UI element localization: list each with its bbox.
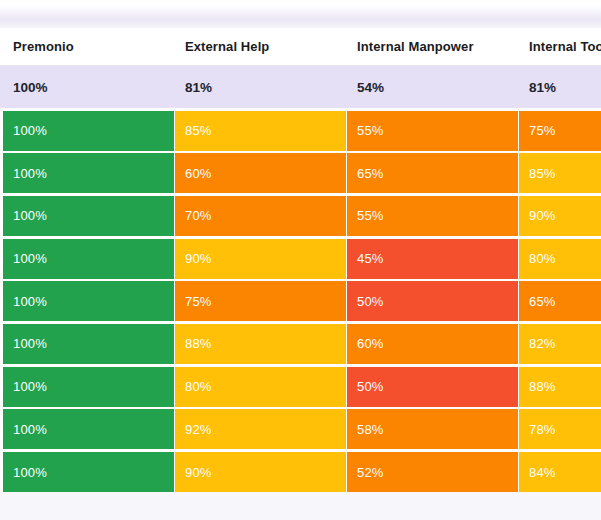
summary-row: 100%81%54%81% <box>0 66 601 108</box>
heatmap-cell: 55% <box>347 111 518 151</box>
heatmap-row-3: 100%70%55%90% <box>3 196 601 236</box>
heatmap-cell: 100% <box>3 409 174 449</box>
heatmap-cell: 90% <box>519 196 601 236</box>
summary-value-internal-tools: 81% <box>519 80 601 95</box>
heatmap-row-4: 100%90%45%80% <box>3 239 601 279</box>
column-header-internal-manpower: Internal Manpower <box>347 39 519 54</box>
heatmap-cell: 55% <box>347 196 518 236</box>
heatmap-cell: 100% <box>3 239 174 279</box>
heatmap-cell: 85% <box>175 111 346 151</box>
heatmap-cell: 52% <box>347 452 518 492</box>
heatmap-cell: 75% <box>175 281 346 321</box>
heatmap-cell: 60% <box>175 153 346 193</box>
column-header-internal-tools: Internal Tools <box>519 39 601 54</box>
heatmap-row-1: 100%85%55%75% <box>3 111 601 151</box>
top-gradient-band <box>0 0 601 28</box>
table-header-row: PremonioExternal HelpInternal ManpowerIn… <box>0 28 601 66</box>
heatmap-cell: 92% <box>175 409 346 449</box>
heatmap-grid: 100%85%55%75%100%60%65%85%100%70%55%90%1… <box>3 111 601 495</box>
heatmap-cell: 80% <box>175 367 346 407</box>
heatmap-cell: 70% <box>175 196 346 236</box>
heatmap-cell: 60% <box>347 324 518 364</box>
heatmap-cell: 78% <box>519 409 601 449</box>
summary-value-external-help: 81% <box>175 80 347 95</box>
heatmap-cell: 50% <box>347 367 518 407</box>
heatmap-cell: 100% <box>3 452 174 492</box>
comparison-heatmap: PremonioExternal HelpInternal ManpowerIn… <box>0 0 601 520</box>
heatmap-row-6: 100%88%60%82% <box>3 324 601 364</box>
heatmap-cell: 90% <box>175 239 346 279</box>
heatmap-cell: 84% <box>519 452 601 492</box>
bottom-band <box>0 492 601 520</box>
heatmap-cell: 65% <box>519 281 601 321</box>
heatmap-cell: 75% <box>519 111 601 151</box>
heatmap-cell: 100% <box>3 367 174 407</box>
heatmap-cell: 100% <box>3 196 174 236</box>
heatmap-cell: 45% <box>347 239 518 279</box>
heatmap-cell: 100% <box>3 324 174 364</box>
heatmap-cell: 100% <box>3 281 174 321</box>
column-header-premonio: Premonio <box>3 39 175 54</box>
heatmap-cell: 90% <box>175 452 346 492</box>
column-header-external-help: External Help <box>175 39 347 54</box>
heatmap-row-2: 100%60%65%85% <box>3 153 601 193</box>
summary-value-internal-manpower: 54% <box>347 80 519 95</box>
heatmap-cell: 100% <box>3 153 174 193</box>
heatmap-cell: 80% <box>519 239 601 279</box>
heatmap-cell: 88% <box>519 367 601 407</box>
heatmap-cell: 82% <box>519 324 601 364</box>
summary-value-premonio: 100% <box>3 80 175 95</box>
heatmap-row-8: 100%92%58%78% <box>3 409 601 449</box>
heatmap-cell: 88% <box>175 324 346 364</box>
heatmap-cell: 65% <box>347 153 518 193</box>
heatmap-cell: 50% <box>347 281 518 321</box>
heatmap-cell: 100% <box>3 111 174 151</box>
heatmap-row-5: 100%75%50%65% <box>3 281 601 321</box>
heatmap-cell: 85% <box>519 153 601 193</box>
heatmap-row-9: 100%90%52%84% <box>3 452 601 492</box>
heatmap-row-7: 100%80%50%88% <box>3 367 601 407</box>
heatmap-cell: 58% <box>347 409 518 449</box>
